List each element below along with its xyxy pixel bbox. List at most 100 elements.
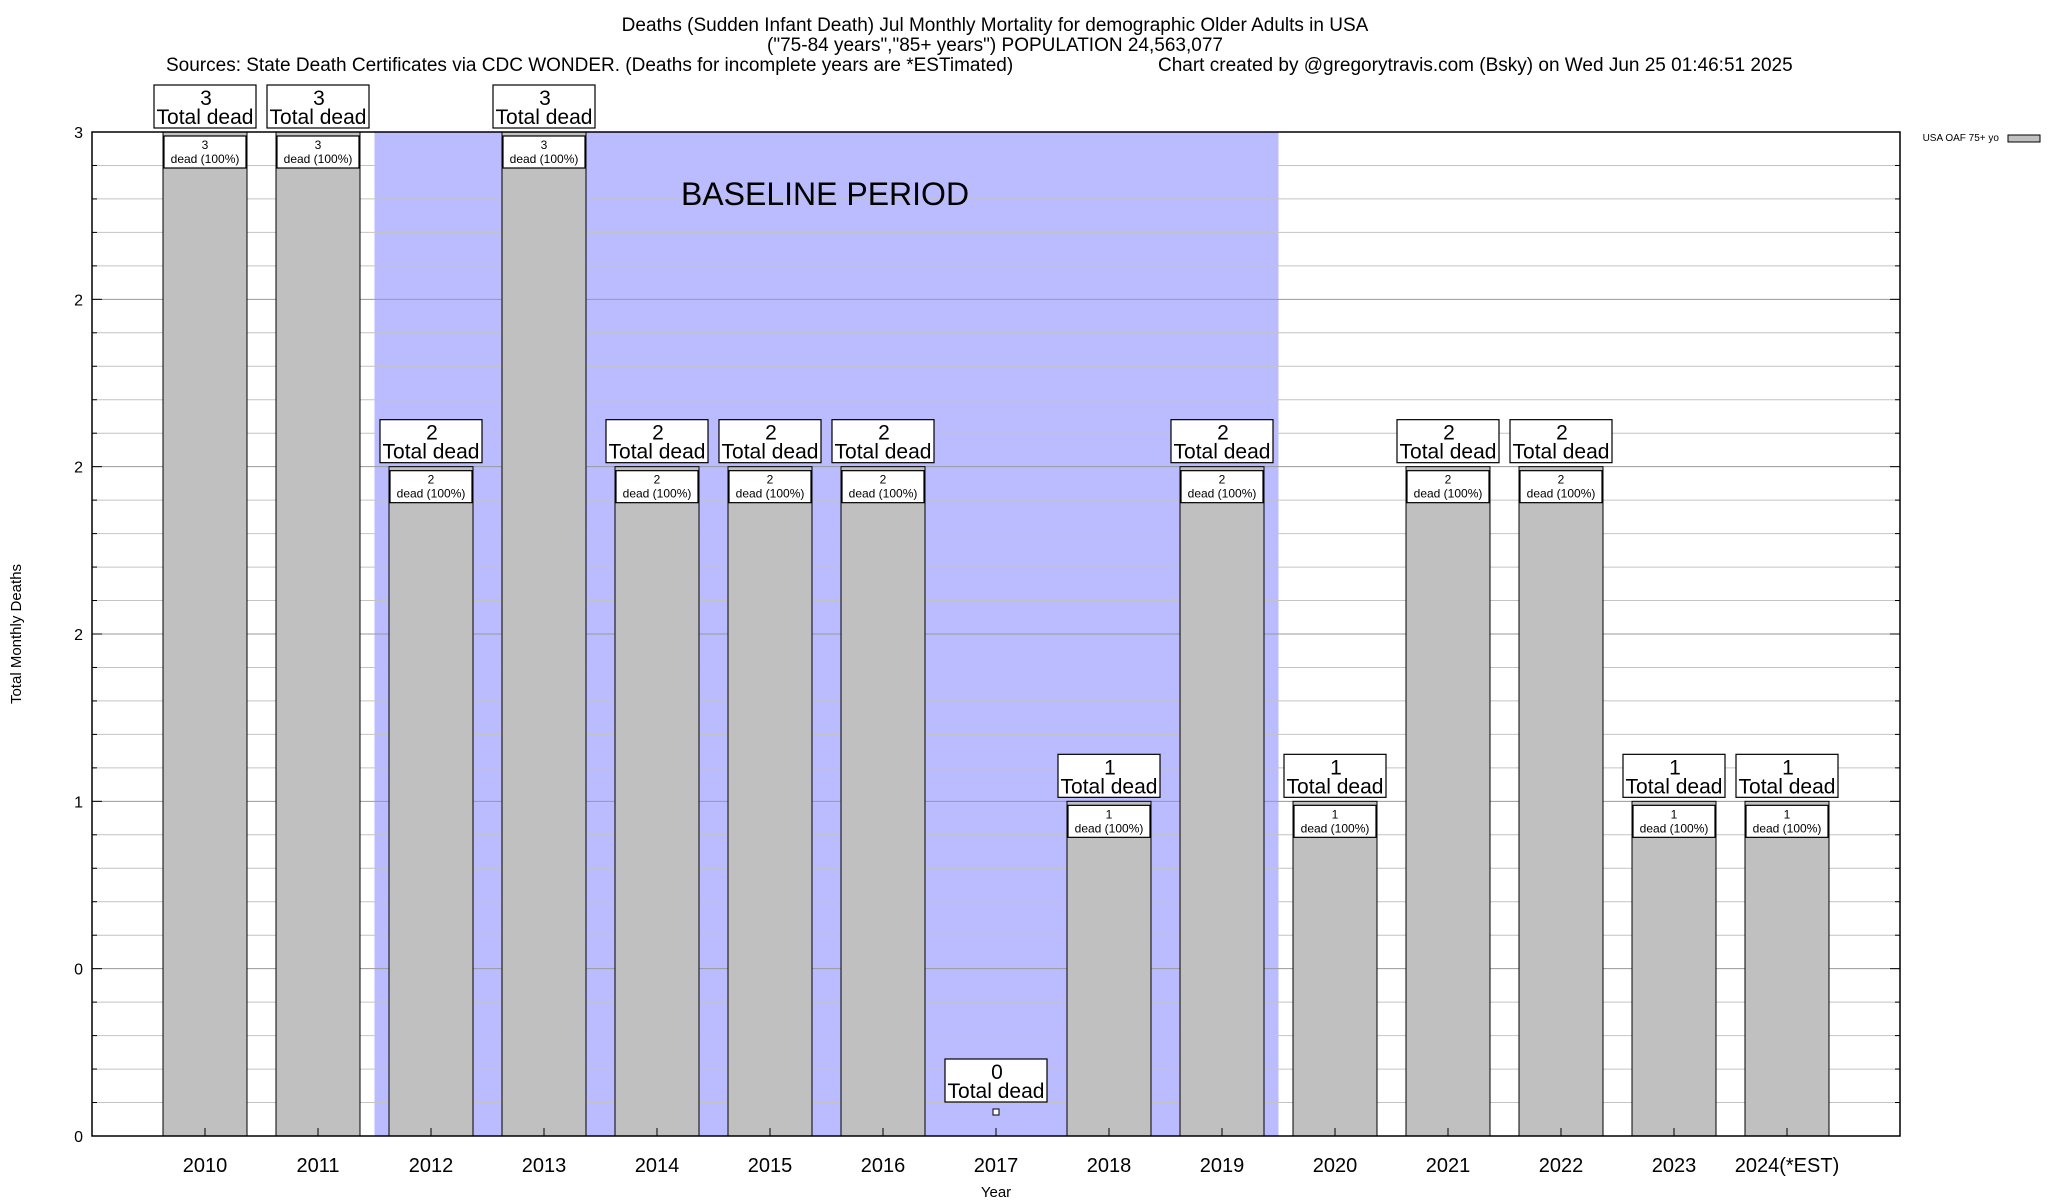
x-tick-label: 2014 xyxy=(635,1155,680,1177)
bar-inner-label-box xyxy=(1293,804,1377,838)
bar-inner-suffix: dead (100%) xyxy=(284,152,353,166)
total-label-suffix: Total dead xyxy=(1400,441,1497,464)
bar-inner-value: 2 xyxy=(654,473,661,487)
total-label-box xyxy=(944,1058,1048,1103)
bar-inner-label-box xyxy=(502,135,586,169)
total-label-box xyxy=(1283,753,1387,798)
bar xyxy=(614,466,700,1137)
total-label-suffix: Total dead xyxy=(835,441,932,464)
total-label-suffix: Total dead xyxy=(1061,775,1158,798)
bar-inner-suffix: dead (100%) xyxy=(849,487,918,501)
legend-swatch xyxy=(2007,134,2041,143)
total-label-box xyxy=(1622,753,1726,798)
total-label-suffix: Total dead xyxy=(270,106,367,129)
total-label-suffix: Total dead xyxy=(1626,775,1723,798)
bar-inner-value: 1 xyxy=(1106,807,1113,821)
y-tick-label: 3 xyxy=(74,125,83,142)
bar-inner-label-box xyxy=(1180,470,1264,504)
total-label-value: 3 xyxy=(200,87,212,110)
bar-inner-value: 2 xyxy=(428,473,435,487)
chart-credit: Chart created by @gregorytravis.com (Bsk… xyxy=(1158,55,1793,76)
bar-inner-suffix: dead (100%) xyxy=(1188,487,1257,501)
y-tick-label: 0 xyxy=(74,962,83,979)
total-label-box xyxy=(379,419,483,464)
bar-inner-label-box xyxy=(1067,804,1151,838)
bar xyxy=(501,131,587,1137)
total-label-suffix: Total dead xyxy=(496,106,593,129)
total-label-value: 2 xyxy=(426,422,438,445)
bar-inner-suffix: dead (100%) xyxy=(1640,821,1709,835)
bar-inner-label-box xyxy=(1632,804,1716,838)
total-label-box xyxy=(1735,753,1839,798)
total-label-suffix: Total dead xyxy=(383,441,480,464)
bar xyxy=(727,466,813,1137)
x-tick-label: 2019 xyxy=(1200,1155,1245,1177)
bar-inner-value: 1 xyxy=(1332,807,1339,821)
x-tick-label: 2022 xyxy=(1539,1155,1584,1177)
y-tick-label: 0 xyxy=(74,1129,83,1146)
x-tick-label: 2015 xyxy=(748,1155,793,1177)
total-label-value: 2 xyxy=(1217,422,1229,445)
bar-inner-value: 3 xyxy=(202,138,209,152)
bar-inner-suffix: dead (100%) xyxy=(1753,821,1822,835)
bar xyxy=(1405,466,1491,1137)
bar xyxy=(1744,800,1830,1137)
y-tick-label: 2 xyxy=(74,460,83,477)
total-label-value: 2 xyxy=(878,422,890,445)
y-tick-label: 2 xyxy=(74,627,83,644)
bar xyxy=(1066,800,1152,1137)
zero-marker xyxy=(992,1108,1000,1116)
x-tick-label: 2021 xyxy=(1426,1155,1471,1177)
bar-inner-suffix: dead (100%) xyxy=(1414,487,1483,501)
bar-inner-suffix: dead (100%) xyxy=(171,152,240,166)
bar-inner-suffix: dead (100%) xyxy=(1075,821,1144,835)
bar-inner-value: 1 xyxy=(1784,807,1791,821)
bar-inner-label-box xyxy=(841,470,925,504)
total-label-suffix: Total dead xyxy=(609,441,706,464)
bar-inner-suffix: dead (100%) xyxy=(1301,821,1370,835)
x-tick-label: 2013 xyxy=(522,1155,567,1177)
bar-inner-value: 3 xyxy=(541,138,548,152)
x-tick-label: 2010 xyxy=(183,1155,228,1177)
x-tick-label: 2024(*EST) xyxy=(1735,1155,1840,1177)
total-label-value: 2 xyxy=(765,422,777,445)
x-tick-label: 2011 xyxy=(296,1155,339,1177)
chart-title: Deaths (Sudden Infant Death) Jul Monthly… xyxy=(622,15,1369,36)
x-tick-label: 2018 xyxy=(1087,1155,1132,1177)
bar-inner-label-box xyxy=(163,135,247,169)
bar-inner-label-box xyxy=(615,470,699,504)
bar xyxy=(388,466,474,1137)
total-label-suffix: Total dead xyxy=(1174,441,1271,464)
total-label-box xyxy=(1396,419,1500,464)
total-label-suffix: Total dead xyxy=(1513,441,1610,464)
bar-inner-label-box xyxy=(389,470,473,504)
total-label-box xyxy=(1509,419,1613,464)
x-axis-label: Year xyxy=(981,1184,1011,1200)
total-label-box xyxy=(718,419,822,464)
bar-inner-value: 3 xyxy=(315,138,322,152)
total-label-box xyxy=(1170,419,1274,464)
total-label-suffix: Total dead xyxy=(157,106,254,129)
chart-subtitle: ("75-84 years","85+ years") POPULATION 2… xyxy=(767,35,1223,56)
total-label-suffix: Total dead xyxy=(1739,775,1836,798)
x-tick-label: 2012 xyxy=(409,1155,454,1177)
bar-inner-label-box xyxy=(728,470,812,504)
total-label-box xyxy=(153,84,257,129)
bar xyxy=(840,466,926,1137)
bar xyxy=(162,131,248,1137)
bar-inner-value: 2 xyxy=(1445,473,1452,487)
total-label-suffix: Total dead xyxy=(948,1080,1045,1103)
bar-inner-value: 2 xyxy=(1558,473,1565,487)
x-tick-label: 2017 xyxy=(974,1155,1019,1177)
bar-inner-label-box xyxy=(1745,804,1829,838)
bar-inner-suffix: dead (100%) xyxy=(623,487,692,501)
y-tick-label: 1 xyxy=(74,794,83,811)
total-label-value: 2 xyxy=(1443,422,1455,445)
total-label-box xyxy=(492,84,596,129)
bar-inner-suffix: dead (100%) xyxy=(736,487,805,501)
total-label-box xyxy=(266,84,370,129)
chart-sources: Sources: State Death Certificates via CD… xyxy=(166,55,1013,76)
bar xyxy=(1292,800,1378,1137)
bar xyxy=(1518,466,1604,1137)
